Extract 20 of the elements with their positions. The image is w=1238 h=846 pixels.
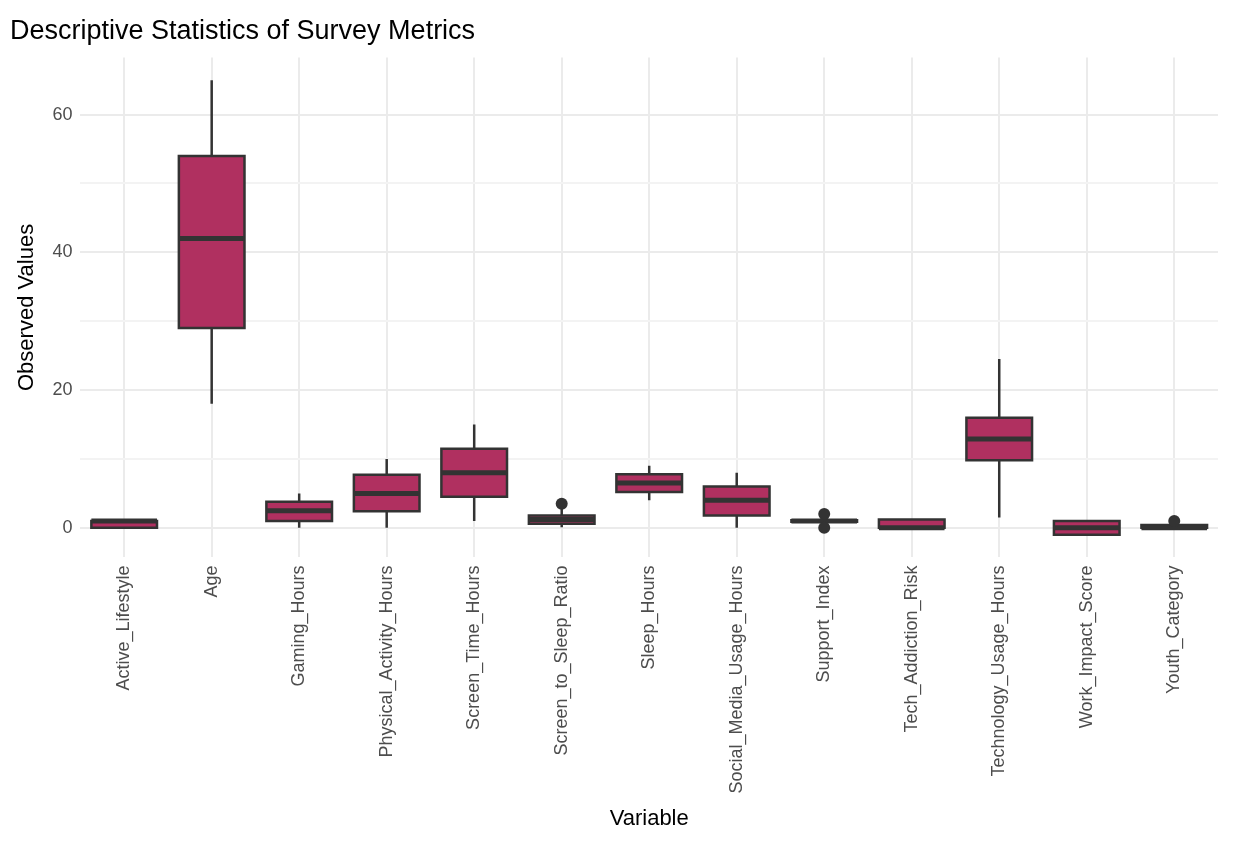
x-tick-label: Gaming_Hours <box>288 565 310 687</box>
x-tick-label: Sleep_Hours <box>638 565 660 670</box>
x-tick-label: Youth_Category <box>1163 565 1185 694</box>
y-tick-label: 40 <box>52 241 73 262</box>
x-tick-label: Screen_to_Sleep_Ratio <box>550 565 572 756</box>
y-axis-title: Observed Values <box>13 223 39 392</box>
x-tick-label: Tech_Addiction_Risk <box>900 564 922 733</box>
y-tick-label: 60 <box>52 103 73 124</box>
y-tick-label: 20 <box>52 379 73 400</box>
chart-title: Descriptive Statistics of Survey Metrics <box>10 14 476 45</box>
x-tick-label: Screen_Time_Hours <box>463 565 485 730</box>
x-axis-title: Variable <box>609 804 689 830</box>
x-tick-label: Social_Media_Usage_Hours <box>725 565 747 794</box>
x-tick-label: Age <box>200 565 221 598</box>
x-tick-label: Technology_Usage_Hours <box>988 565 1010 777</box>
x-tick-label: Physical_Activity_Hours <box>375 565 397 758</box>
x-tick-label: Work_Impact_Score <box>1075 565 1097 729</box>
x-tick-label: Active_Lifestyle <box>113 565 135 691</box>
x-tick-label: Support_Index <box>813 565 835 683</box>
y-tick-label: 0 <box>62 516 73 537</box>
